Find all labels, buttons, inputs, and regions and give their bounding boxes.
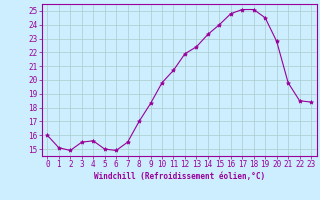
X-axis label: Windchill (Refroidissement éolien,°C): Windchill (Refroidissement éolien,°C) [94,172,265,181]
